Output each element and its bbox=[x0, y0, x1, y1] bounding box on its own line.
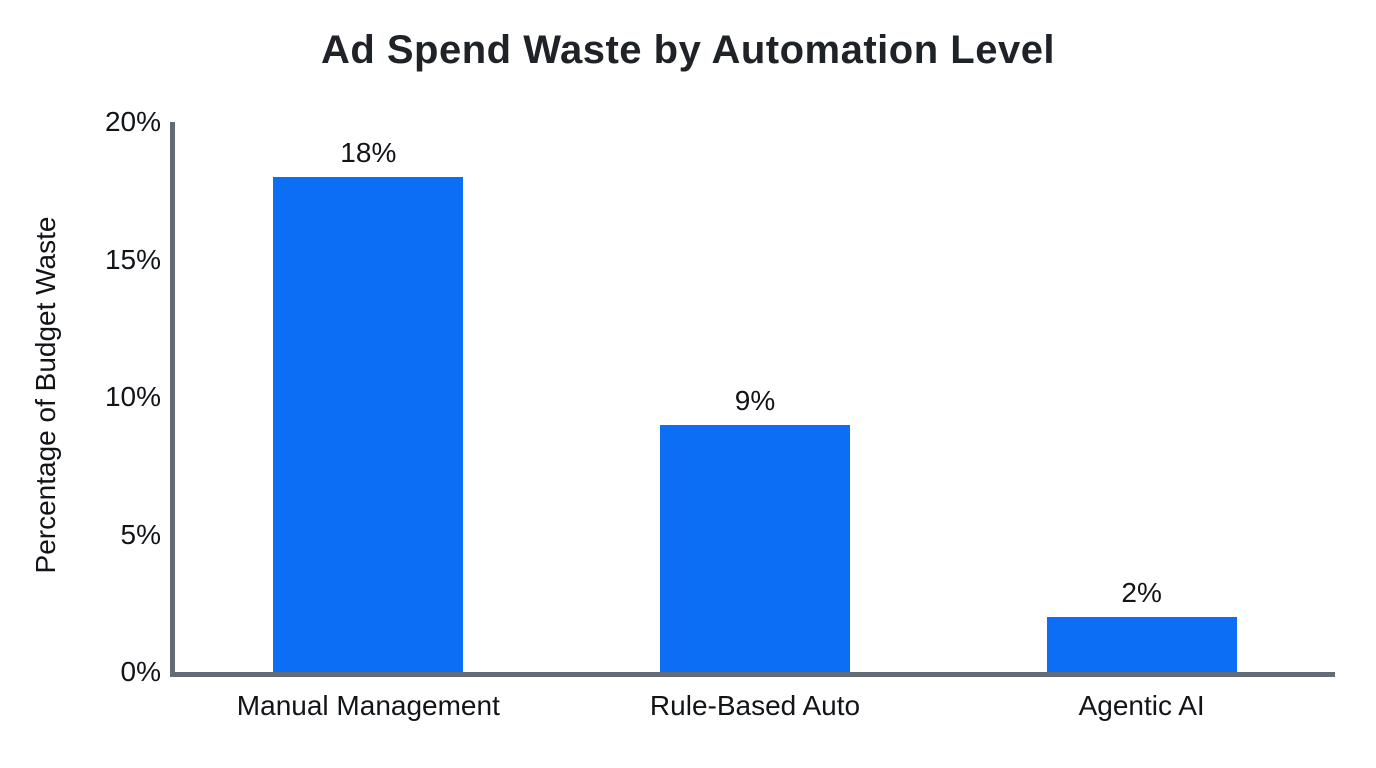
x-category-label: Agentic AI bbox=[1078, 690, 1205, 721]
bar-value-label: 18% bbox=[340, 137, 397, 168]
bar-1: 9% bbox=[660, 385, 850, 672]
bar-value-label: 9% bbox=[734, 384, 776, 416]
chart-title: Ad Spend Waste by Automation Level bbox=[320, 28, 1056, 72]
y-tick-label: 10% bbox=[104, 381, 161, 412]
y-tick-label: 0% bbox=[120, 656, 161, 687]
bar-2: 2% bbox=[1046, 577, 1237, 672]
y-axis-title: Percentage of Budget Waste bbox=[30, 216, 61, 574]
plot-area: 0% 5% 10% 15% 20% 18% Manual Management 9% Rule-… bbox=[105, 106, 1335, 721]
x-category-label: Manual Management bbox=[236, 690, 500, 721]
bar-0: 18% bbox=[273, 137, 464, 672]
y-tick-label: 20% bbox=[104, 106, 161, 137]
y-tick-label: 15% bbox=[104, 243, 161, 275]
x-category-label: Rule-Based Auto bbox=[649, 690, 861, 721]
bar-value-label: 2% bbox=[1121, 577, 1162, 608]
y-tick-label: 5% bbox=[120, 518, 161, 550]
